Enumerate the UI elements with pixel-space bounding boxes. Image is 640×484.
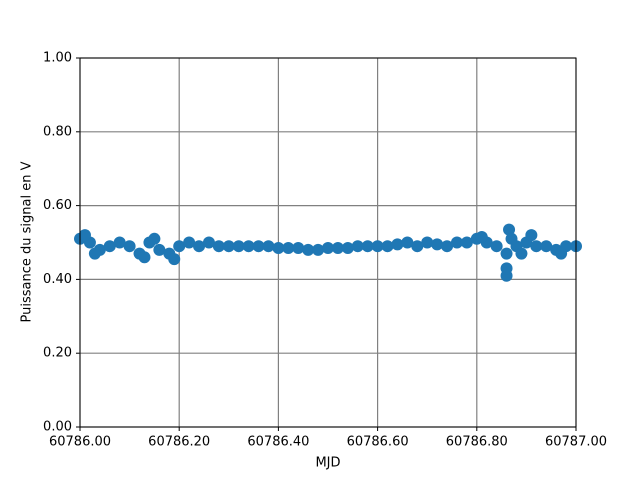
point: [212, 240, 225, 253]
point: [500, 247, 513, 260]
point: [515, 247, 528, 260]
point: [88, 247, 101, 260]
point: [421, 236, 434, 249]
point: [262, 240, 275, 253]
point: [391, 238, 404, 251]
point: [282, 242, 295, 255]
y-tick-label: 0.00: [43, 420, 72, 435]
x-tick-label: 60786.60: [347, 435, 409, 450]
point: [505, 232, 518, 245]
y-tick-label: 0.20: [43, 346, 72, 361]
point: [361, 240, 374, 253]
x-tick-label: 60786.40: [247, 435, 309, 450]
x-tick-label: 60787.00: [545, 435, 607, 450]
point: [148, 232, 161, 245]
point: [292, 242, 305, 255]
point: [103, 240, 116, 253]
point: [302, 243, 315, 256]
x-axis-label: MJD: [315, 456, 340, 471]
x-tick-label: 60786.20: [148, 435, 210, 450]
point: [168, 253, 181, 266]
plot-frame: [79, 57, 577, 428]
y-tick-label: 0.40: [43, 272, 72, 287]
point: [371, 240, 384, 253]
point: [411, 240, 424, 253]
point: [450, 236, 463, 249]
point: [441, 240, 454, 253]
y-axis-label: Puissance du signal en V: [20, 161, 35, 322]
point: [475, 230, 488, 243]
point: [503, 223, 516, 236]
point: [540, 240, 553, 253]
point: [272, 242, 285, 255]
point: [222, 240, 235, 253]
point: [312, 243, 325, 256]
point: [183, 236, 196, 249]
point: [322, 242, 334, 255]
point: [193, 240, 206, 253]
point: [252, 240, 265, 253]
y-tick-label: 0.80: [43, 124, 72, 139]
point: [431, 238, 444, 251]
point: [202, 236, 215, 249]
point: [341, 242, 354, 255]
point: [401, 236, 414, 249]
point: [490, 240, 503, 253]
point: [173, 240, 186, 253]
point: [381, 240, 394, 253]
point: [123, 240, 136, 253]
point: [555, 247, 568, 260]
point: [530, 240, 543, 253]
point: [460, 236, 473, 249]
point: [525, 229, 538, 242]
point: [331, 242, 344, 255]
x-tick-label: 60786.00: [49, 435, 111, 450]
point: [351, 240, 364, 253]
point: [153, 243, 166, 256]
point: [500, 262, 513, 275]
y-tick-label: 0.60: [43, 198, 72, 213]
point: [138, 251, 151, 264]
y-tick-label: 1.00: [43, 51, 72, 66]
point: [113, 236, 126, 249]
point: [242, 240, 255, 253]
point: [78, 229, 91, 242]
point: [232, 240, 245, 253]
x-tick-label: 60786.80: [446, 435, 508, 450]
